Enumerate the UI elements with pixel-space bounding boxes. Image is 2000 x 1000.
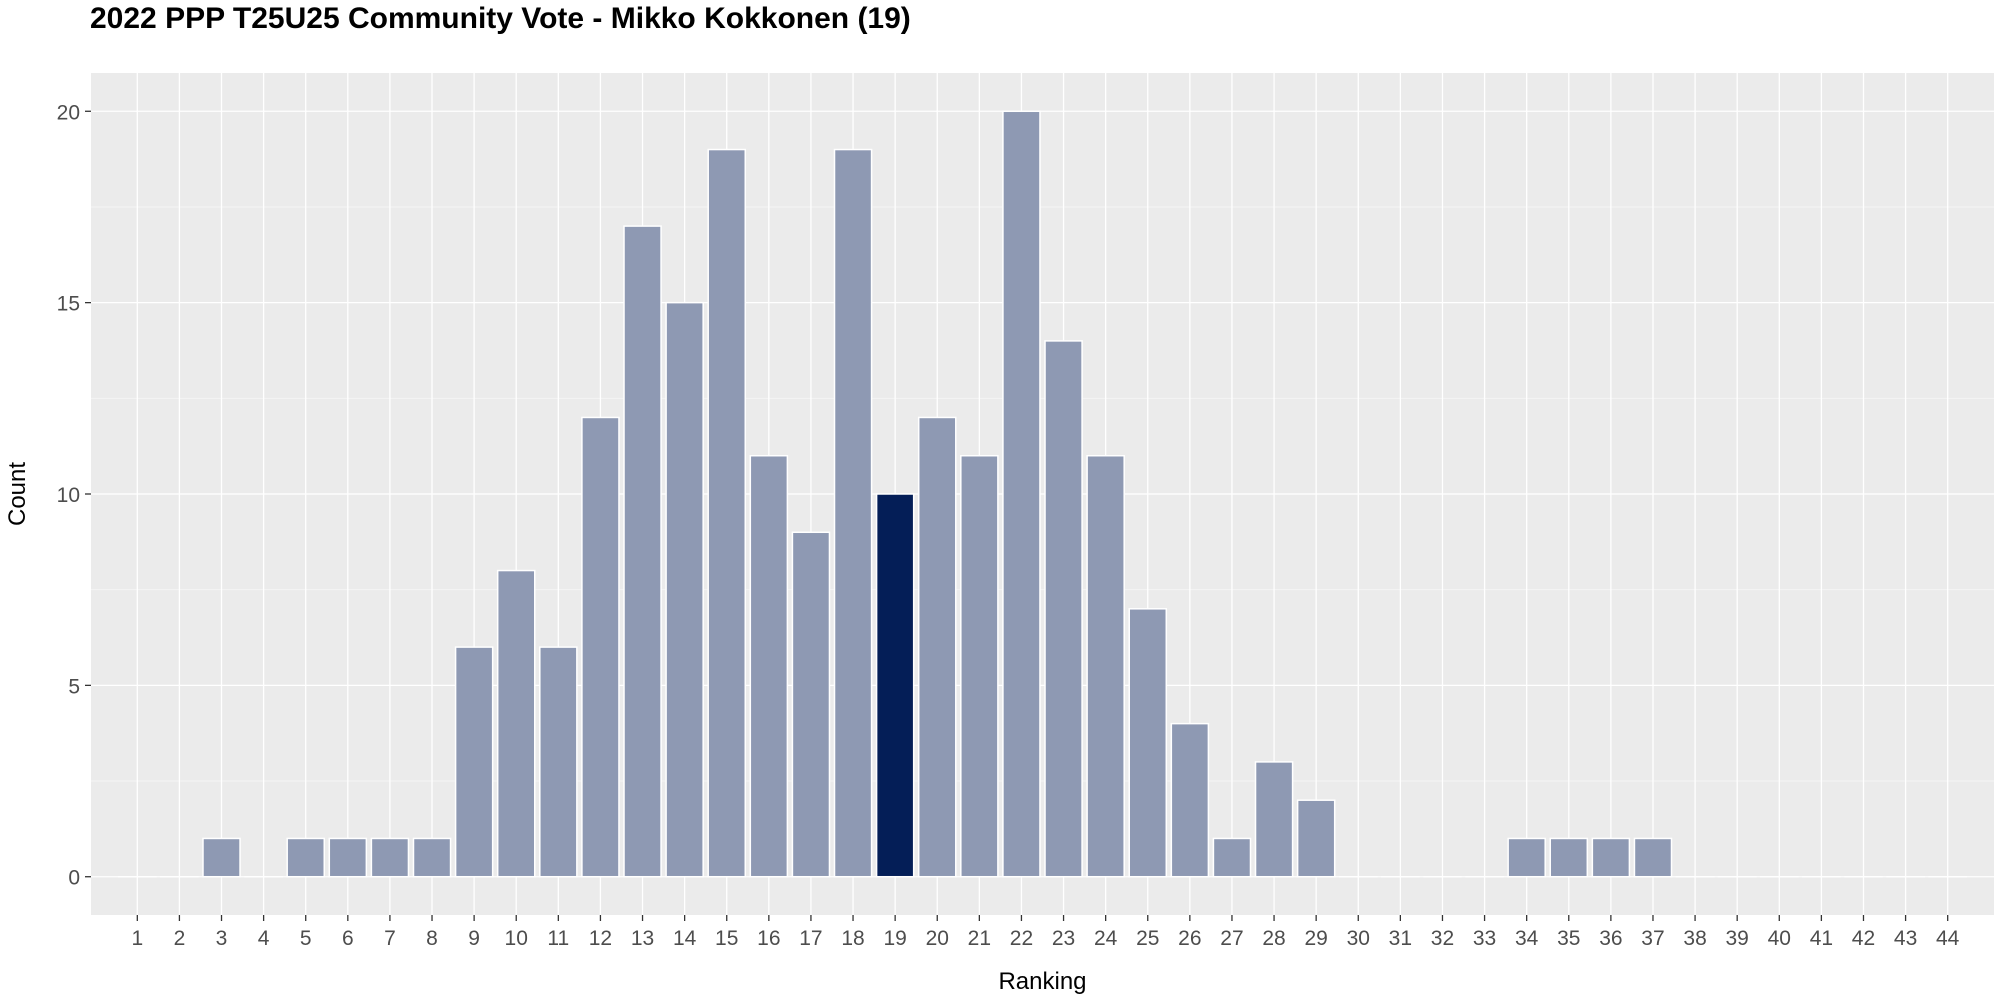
bar — [1507, 837, 1546, 878]
x-tick-label: 16 — [757, 927, 780, 950]
x-tick-label: 7 — [384, 927, 396, 950]
bars — [118, 110, 1967, 878]
bar — [960, 454, 999, 878]
x-tick-label: 21 — [968, 927, 991, 950]
x-tick-label: 27 — [1220, 927, 1243, 950]
bar — [370, 837, 410, 878]
x-tick-label: 20 — [926, 927, 949, 950]
y-axis-title: Count — [4, 462, 31, 526]
x-tick-label: 37 — [1641, 927, 1664, 950]
x-tick-label: 15 — [715, 927, 738, 950]
x-tick-label: 33 — [1473, 927, 1496, 950]
bar — [328, 837, 368, 878]
x-tick-label: 4 — [258, 927, 270, 950]
x-tick-label: 39 — [1725, 927, 1748, 950]
x-axis-title: Ranking — [998, 968, 1086, 995]
bar — [833, 148, 873, 878]
x-tick-label: 43 — [1894, 927, 1917, 950]
x-tick-label: 31 — [1389, 927, 1412, 950]
bar — [1086, 454, 1125, 878]
x-tick-label: 22 — [1010, 927, 1033, 950]
y-tick-label: 10 — [57, 484, 80, 507]
bar — [623, 225, 662, 878]
x-tick-label: 34 — [1515, 927, 1539, 950]
bar — [202, 837, 241, 878]
x-tick-label: 30 — [1347, 927, 1370, 950]
x-tick-label: 19 — [883, 927, 906, 950]
x-tick-label: 14 — [673, 927, 697, 950]
x-tick-label: 11 — [547, 927, 569, 950]
x-tick-label: 18 — [841, 927, 864, 950]
bar — [1633, 837, 1673, 878]
x-tick-label: 41 — [1810, 927, 1833, 950]
minor-gridlines — [91, 206, 1994, 782]
bar — [917, 416, 957, 878]
x-tick-label: 36 — [1599, 927, 1622, 950]
bar — [286, 837, 325, 878]
y-tick-label: 0 — [68, 867, 80, 890]
bar — [791, 531, 831, 878]
bar — [1591, 837, 1631, 878]
bar — [707, 148, 747, 878]
x-tick-label: 12 — [589, 927, 612, 950]
bar — [1002, 110, 1041, 878]
bar — [1128, 608, 1168, 878]
x-tick-label: 3 — [216, 927, 228, 950]
x-tick-label: 40 — [1768, 927, 1791, 950]
bar-highlighted — [875, 493, 915, 878]
bar — [539, 646, 578, 878]
x-tick-label: 8 — [426, 927, 438, 950]
x-tick-label: 23 — [1052, 927, 1075, 950]
y-tick-label: 5 — [68, 675, 80, 698]
x-tick-label: 9 — [468, 927, 480, 950]
x-tick-label: 35 — [1557, 927, 1580, 950]
x-tick-label: 28 — [1262, 927, 1285, 950]
y-tick-label: 15 — [57, 293, 80, 316]
x-tick-label: 10 — [505, 927, 528, 950]
x-tick-label: 38 — [1683, 927, 1706, 950]
x-tick-label: 25 — [1136, 927, 1159, 950]
bar — [1212, 837, 1252, 878]
x-tick-label: 44 — [1936, 927, 1960, 950]
bar — [749, 454, 789, 878]
bar — [412, 837, 452, 878]
x-tick-label: 13 — [631, 927, 654, 950]
x-tick-label: 2 — [174, 927, 186, 950]
bar — [581, 416, 620, 878]
x-tick-label: 1 — [131, 927, 143, 950]
bar — [1254, 761, 1294, 878]
bar — [496, 569, 536, 878]
chart-title: 2022 PPP T25U25 Community Vote - Mikko K… — [90, 2, 911, 35]
x-tick-label: 32 — [1431, 927, 1454, 950]
x-tick-label: 24 — [1094, 927, 1118, 950]
x-axis: 1 2 3 4 5 6 7 8 9 10 11 12 13 14 15 16 17 18 19 20 21 22 23 24 2… — [131, 915, 1960, 950]
x-tick-label: 17 — [799, 927, 822, 950]
bar — [454, 646, 494, 878]
bar — [1170, 722, 1210, 878]
bar — [1044, 340, 1083, 878]
x-tick-label: 6 — [342, 927, 354, 950]
x-tick-label: 29 — [1304, 927, 1327, 950]
bar — [1296, 799, 1336, 878]
x-tick-label: 42 — [1852, 927, 1875, 950]
x-tick-label: 26 — [1178, 927, 1201, 950]
bar — [665, 301, 704, 878]
y-tick-label: 20 — [57, 101, 80, 124]
bar — [1549, 837, 1589, 878]
y-axis: 0 5 10 15 20 — [57, 101, 91, 890]
x-tick-label: 5 — [300, 927, 312, 950]
